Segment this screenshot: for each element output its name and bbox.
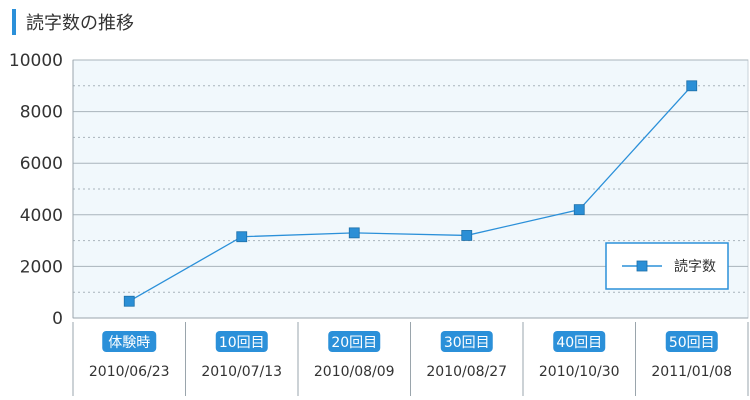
y-tick-label: 0 bbox=[52, 309, 63, 329]
date-label: 2011/01/08 bbox=[651, 364, 732, 380]
chart-title: 読字数の推移 bbox=[12, 8, 134, 36]
legend-label: 読字数 bbox=[674, 258, 716, 275]
data-point-marker bbox=[686, 80, 698, 92]
y-tick-label: 2000 bbox=[20, 257, 63, 277]
data-point-marker bbox=[123, 295, 135, 307]
category-badge bbox=[440, 331, 493, 352]
data-point-marker bbox=[236, 231, 248, 243]
date-label: 2010/08/09 bbox=[314, 364, 395, 380]
date-label: 2010/08/27 bbox=[426, 364, 507, 380]
data-point-marker bbox=[573, 204, 585, 216]
y-tick-label: 10000 bbox=[9, 51, 63, 71]
category-label: 30回目 bbox=[444, 335, 490, 351]
series-line bbox=[128, 85, 693, 302]
category-badge bbox=[328, 331, 381, 352]
y-tick-label: 8000 bbox=[20, 103, 63, 123]
category-badge bbox=[553, 331, 606, 352]
category-badge bbox=[215, 331, 268, 352]
category-label: 20回目 bbox=[331, 335, 377, 351]
date-label: 2010/06/23 bbox=[89, 364, 170, 380]
category-label: 50回目 bbox=[669, 335, 715, 351]
category-badge bbox=[102, 331, 157, 352]
category-label: 体験時 bbox=[108, 335, 150, 351]
data-point-marker bbox=[461, 230, 473, 241]
chart-title-text: 読字数の推移 bbox=[26, 13, 134, 34]
title-accent-bar bbox=[12, 9, 16, 35]
y-tick-label: 4000 bbox=[20, 206, 63, 226]
y-tick-label: 6000 bbox=[20, 154, 63, 174]
data-point-marker bbox=[348, 227, 360, 239]
category-badge bbox=[665, 331, 718, 352]
legend-marker-swatch bbox=[636, 260, 648, 272]
date-label: 2010/10/30 bbox=[539, 364, 620, 380]
category-label: 40回目 bbox=[556, 335, 602, 351]
category-label: 10回目 bbox=[219, 335, 265, 351]
date-label: 2010/07/13 bbox=[201, 364, 282, 380]
